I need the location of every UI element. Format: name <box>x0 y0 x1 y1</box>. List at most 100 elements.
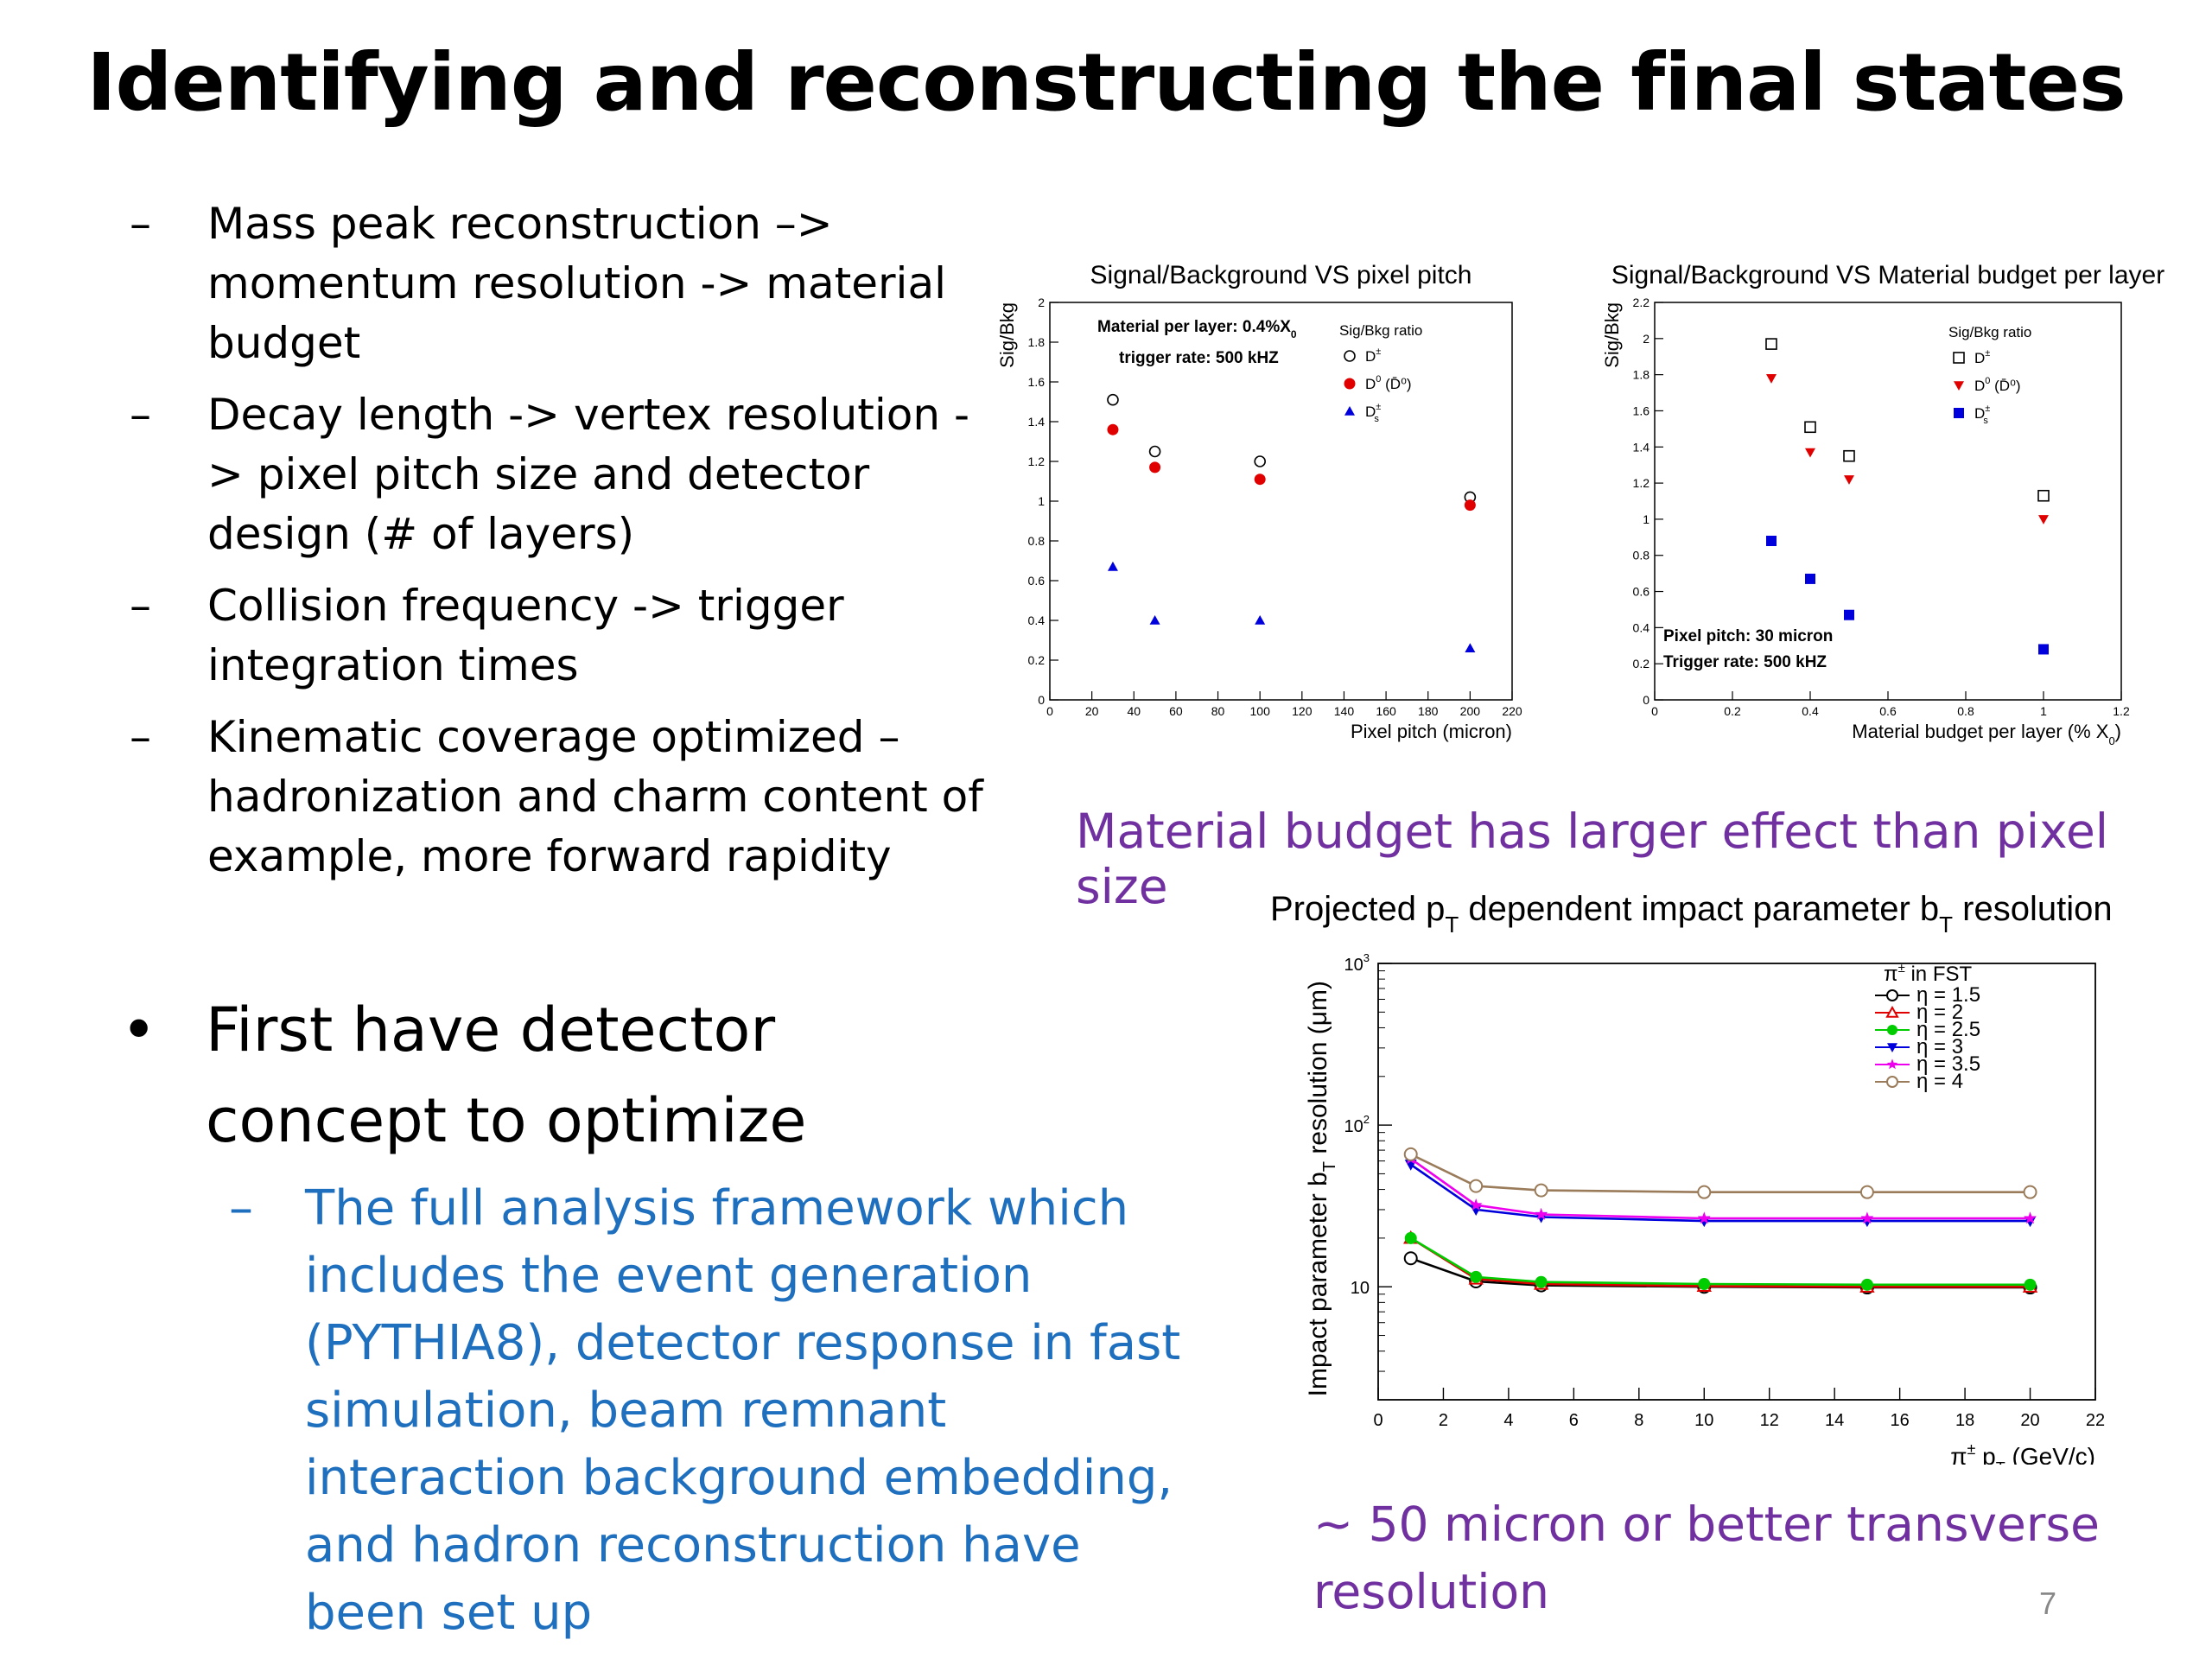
bullet-list: – Mass peak reconstruction –> momentum re… <box>130 194 985 899</box>
x-tick-label: 40 <box>1127 704 1141 718</box>
legend-label: η = 1.5 <box>1916 983 1980 1007</box>
data-point <box>1805 448 1815 458</box>
legend-label: D± s <box>1974 404 1990 426</box>
bullet-text: Mass peak reconstruction –> momentum res… <box>207 199 946 368</box>
data-point <box>1843 449 1855 462</box>
data-point <box>1403 1147 1418 1161</box>
y-tick-label: 1.8 <box>1028 335 1046 349</box>
legend-marker <box>1886 989 1898 1001</box>
data-point <box>1464 499 1476 512</box>
y-tick-label: 0.4 <box>1633 620 1650 634</box>
y-tick-label: 0.4 <box>1028 613 1046 627</box>
x-tick-label: 20 <box>2020 1411 2039 1430</box>
legend-marker <box>1887 1025 1897 1035</box>
y-tick-label: 1.6 <box>1633 404 1650 417</box>
series-line <box>1410 1236 2031 1287</box>
y-tick-label: 1 <box>1643 512 1649 526</box>
x-tick-label: 6 <box>1569 1411 1579 1430</box>
data-point <box>2023 1185 2037 1199</box>
legend-marker <box>1344 350 1356 362</box>
y-tick-label: 1.4 <box>1028 415 1046 429</box>
y-axis-label: Impact parameter bT resolution (μm) <box>1304 981 1339 1396</box>
data-point <box>1255 615 1266 625</box>
data-point <box>1148 445 1161 458</box>
legend-label: η = 2 <box>1916 1001 1963 1024</box>
data-point <box>1860 1278 1873 1291</box>
legend-label: D0 (D̄⁰) <box>1974 376 2021 394</box>
x-tick-label: 20 <box>1085 704 1099 718</box>
bullet-dot: • <box>121 995 157 1065</box>
legend-label: D± <box>1974 348 1990 366</box>
x-tick-label: 0.2 <box>1724 704 1741 718</box>
bullet-item: – Collision frequency -> trigger integrat… <box>130 576 985 696</box>
legend-label: η = 4 <box>1916 1070 1963 1093</box>
data-point <box>1149 461 1161 474</box>
x-axis-label: π± pT (GeV/c) <box>1950 1440 2095 1465</box>
x-tick-label: 200 <box>1460 704 1481 718</box>
dash-marker: – <box>130 390 151 440</box>
x-axis-label: Material budget per layer (% X0) <box>1852 721 2121 747</box>
x-tick-label: 1.2 <box>2113 704 2130 718</box>
x-tick-label: 0 <box>1651 704 1658 718</box>
legend-marker <box>1954 408 1964 418</box>
x-tick-label: 14 <box>1825 1411 1844 1430</box>
data-point <box>1844 609 1854 620</box>
y-tick-label: 0.6 <box>1633 585 1650 599</box>
legend-marker <box>1954 381 1964 391</box>
x-tick-label: 120 <box>1292 704 1313 718</box>
y-tick-label: 0.6 <box>1028 574 1046 588</box>
series-line <box>1410 1153 2031 1193</box>
legend-label: D0 (D̄⁰) <box>1365 374 1412 392</box>
data-point <box>1254 474 1266 486</box>
page-number: 7 <box>2038 1586 2056 1621</box>
data-point <box>2037 489 2050 502</box>
caption-material: Material budget has larger effect than p… <box>1076 804 2109 914</box>
x-tick-label: 12 <box>1760 1411 1779 1430</box>
data-point <box>1805 573 1815 584</box>
x-tick-label: 140 <box>1334 704 1355 718</box>
legend-marker <box>1886 1076 1898 1088</box>
x-tick-label: 0.6 <box>1879 704 1897 718</box>
y-tick-label: 10 <box>1351 1279 1370 1298</box>
dash-marker: – <box>130 199 151 249</box>
y-tick-label: 0.2 <box>1633 657 1650 671</box>
bullet-item: – Kinematic coverage optimized – hadroniz… <box>130 708 985 887</box>
legend-marker <box>1887 1043 1897 1052</box>
x-tick-label: 180 <box>1418 704 1439 718</box>
y-tick-label: 0 <box>1643 693 1649 707</box>
y-tick-label: 2 <box>1038 296 1045 309</box>
chart-material-budget: Signal/Background VS Material budget per… <box>1601 261 2164 747</box>
y-tick-label: 1.8 <box>1633 368 1650 382</box>
y-axis-label: Sig/Bkg <box>996 302 1018 368</box>
dash-marker: – <box>130 581 151 631</box>
legend-title: Sig/Bkg ratio <box>1948 324 2031 340</box>
data-point <box>1860 1211 1874 1224</box>
chart-title: Projected pT dependent impact parameter … <box>1270 890 2113 938</box>
data-point <box>1766 374 1777 384</box>
data-point <box>1469 1179 1484 1193</box>
annotation-trigger: trigger rate: 500 kHZ <box>1119 349 1279 367</box>
data-point <box>1107 423 1119 435</box>
data-point <box>2038 644 2049 655</box>
bullet-text: Collision frequency -> trigger integrati… <box>207 581 844 690</box>
dash-marker: – <box>130 712 151 762</box>
legend-marker <box>1344 378 1356 390</box>
legend-marker <box>1885 1005 1899 1018</box>
data-point <box>1765 338 1777 350</box>
legend-label: D± s <box>1365 402 1381 424</box>
y-tick-label: 103 <box>1344 951 1370 975</box>
main-point: • First have detector concept to optimiz… <box>121 985 985 1166</box>
y-tick-label: 1.6 <box>1028 375 1046 389</box>
legend-title: Sig/Bkg ratio <box>1339 322 1422 339</box>
y-tick-label: 2.2 <box>1633 296 1650 309</box>
y-tick-label: 2 <box>1643 332 1649 346</box>
data-point <box>1534 1183 1548 1198</box>
chart-impact-parameter: Projected pT dependent impact parameter … <box>1270 890 2113 1465</box>
y-axis-label: Sig/Bkg <box>1601 302 1623 368</box>
x-tick-label: 16 <box>1891 1411 1910 1430</box>
legend-label: η = 2.5 <box>1916 1018 1980 1041</box>
y-tick-label: 0.2 <box>1028 653 1046 667</box>
x-axis-label: Pixel pitch (micron) <box>1351 721 1512 742</box>
data-point <box>1697 1185 1712 1199</box>
